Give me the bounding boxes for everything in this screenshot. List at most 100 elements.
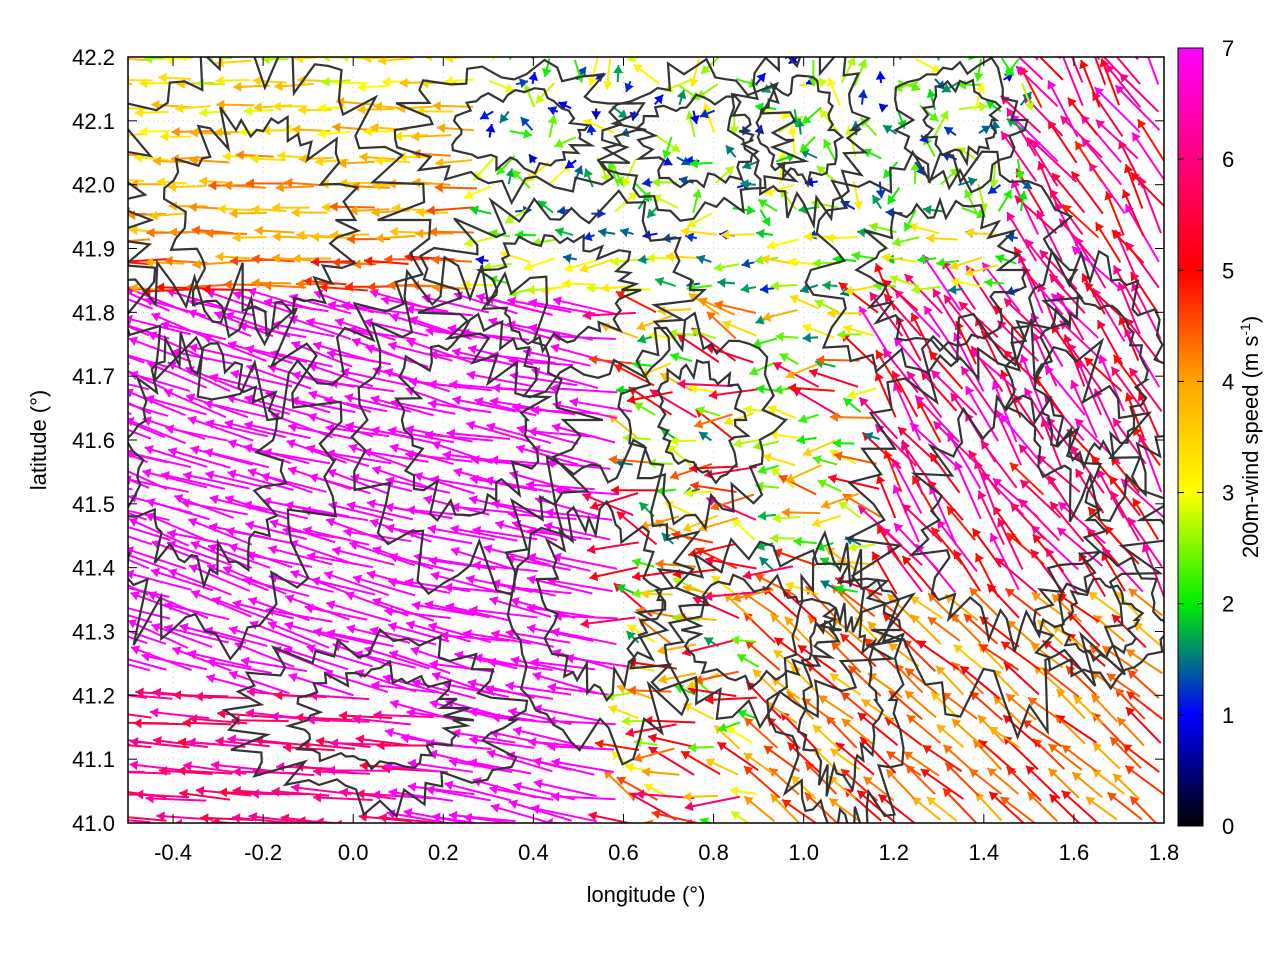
wind-arrow xyxy=(764,184,794,197)
wind-arrow xyxy=(206,657,272,674)
wind-arrow xyxy=(589,566,638,582)
wind-arrow xyxy=(227,469,294,491)
wind-arrow xyxy=(744,639,781,671)
wind-arrow xyxy=(128,663,151,672)
terrain-contour xyxy=(804,149,1084,382)
x-tick-label: 1.6 xyxy=(1059,840,1090,865)
wind-arrow xyxy=(820,580,838,591)
wind-arrow xyxy=(240,656,308,673)
wind-arrow xyxy=(311,576,376,596)
wind-arrow xyxy=(489,784,554,801)
wind-arrow xyxy=(508,799,573,822)
wind-arrow xyxy=(778,474,817,496)
wind-arrow xyxy=(820,492,859,510)
wind-arrow xyxy=(129,370,191,393)
wind-arrow xyxy=(260,472,327,493)
wind-arrow xyxy=(997,189,1013,212)
wind-arrow xyxy=(144,444,208,468)
wind-arrow xyxy=(910,312,936,361)
wind-arrow xyxy=(128,744,152,749)
wind-arrow xyxy=(797,644,837,673)
wind-arrow xyxy=(209,373,273,394)
wind-arrow xyxy=(551,791,616,802)
wind-arrow xyxy=(450,546,513,570)
wind-arrow xyxy=(428,556,496,571)
wind-arrow xyxy=(128,558,150,570)
colorbar-label: 200m-wind speed (m s-1) xyxy=(1237,316,1263,558)
wind-arrow xyxy=(591,108,602,120)
wind-arrow xyxy=(767,405,797,419)
wind-arrow xyxy=(802,439,836,457)
wind-arrow xyxy=(504,206,531,224)
wind-arrow xyxy=(686,212,713,228)
wind-arrow xyxy=(1020,180,1033,190)
wind-arrow xyxy=(960,365,997,417)
wind-arrow xyxy=(128,569,192,591)
wind-arrow xyxy=(552,552,618,570)
wind-arrow xyxy=(336,819,342,823)
wind-arrow xyxy=(941,81,960,94)
wind-arrow xyxy=(708,388,759,400)
wind-arrow xyxy=(1061,203,1100,239)
wind-arrow xyxy=(655,559,696,570)
y-tick-label: 41.0 xyxy=(72,811,115,836)
wind-arrow xyxy=(827,473,880,490)
wind-arrow xyxy=(1119,57,1121,58)
wind-arrow xyxy=(717,721,741,733)
wind-arrow xyxy=(292,253,332,264)
wind-arrow xyxy=(582,118,615,134)
wind-arrow xyxy=(510,655,574,674)
wind-arrow xyxy=(523,257,556,272)
terrain-contour xyxy=(854,196,1029,353)
wind-arrow xyxy=(429,349,498,363)
wind-arrow xyxy=(244,420,311,440)
wind-arrow xyxy=(715,165,735,184)
wind-arrow xyxy=(543,521,611,541)
wind-arrow xyxy=(582,310,636,321)
wind-arrow xyxy=(1133,621,1164,649)
wind-arrow xyxy=(743,717,779,749)
wind-arrow xyxy=(149,707,210,720)
wind-arrow xyxy=(830,640,862,674)
wind-arrow xyxy=(785,362,820,379)
wind-arrow xyxy=(840,691,877,723)
wind-arrow xyxy=(382,673,450,697)
wind-arrow xyxy=(372,597,435,622)
wind-arrow xyxy=(533,779,597,798)
wind-arrow xyxy=(995,557,1038,594)
wind-arrow xyxy=(991,380,1018,443)
wind-arrow xyxy=(1014,158,1025,180)
wind-arrow xyxy=(435,157,473,168)
wind-arrow xyxy=(871,551,898,595)
wind-arrow xyxy=(624,80,634,93)
wind-arrow xyxy=(842,397,862,413)
wind-arrow xyxy=(917,254,937,265)
wind-arrow xyxy=(1058,218,1098,264)
wind-arrow xyxy=(632,63,660,85)
wind-arrow xyxy=(965,385,999,442)
wind-arrow xyxy=(128,383,150,391)
wind-arrow xyxy=(387,341,453,362)
wind-arrow xyxy=(163,388,227,419)
wind-arrow xyxy=(431,812,481,823)
terrain-contour xyxy=(921,78,1003,167)
wind-arrow xyxy=(128,713,152,719)
wind-arrow xyxy=(551,757,614,773)
wind-arrow xyxy=(217,204,254,215)
wind-arrow xyxy=(736,653,759,668)
wind-arrow xyxy=(1061,744,1098,773)
wind-arrow xyxy=(373,710,434,721)
wind-arrow xyxy=(936,519,978,572)
wind-arrow xyxy=(710,46,735,56)
wind-arrow xyxy=(393,131,428,142)
y-tick-label: 41.7 xyxy=(72,364,115,389)
wind-arrow xyxy=(1116,716,1145,747)
wind-arrow xyxy=(685,232,697,243)
wind-arrow xyxy=(128,362,130,366)
wind-arrow xyxy=(250,153,286,164)
wind-arrow xyxy=(228,670,290,695)
wind-arrow xyxy=(633,747,675,763)
wind-arrow xyxy=(1062,57,1065,58)
wind-arrow xyxy=(448,757,513,774)
wind-arrow xyxy=(167,181,207,192)
